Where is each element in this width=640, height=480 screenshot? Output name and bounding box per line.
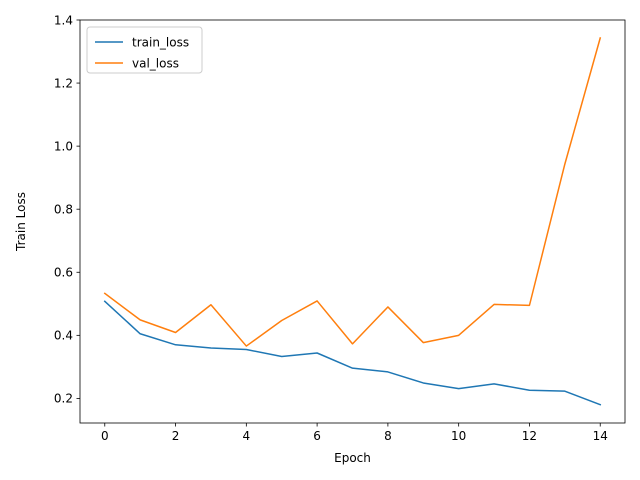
legend-label-val-loss: val_loss (132, 56, 179, 70)
x-tick-label: 8 (384, 429, 392, 443)
x-tick-label: 10 (451, 429, 466, 443)
legend: train_loss val_loss (86, 26, 203, 74)
x-tick-label: 0 (101, 429, 109, 443)
y-tick-label: 0.6 (54, 266, 73, 280)
x-tick-label: 4 (243, 429, 251, 443)
y-tick-label: 0.2 (54, 392, 73, 406)
y-tick-label: 0.4 (54, 329, 73, 343)
x-ticks: 0 2 4 6 8 10 12 14 (101, 423, 608, 443)
series-layer (103, 37, 602, 406)
series-line-val-loss (103, 37, 602, 347)
y-tick-label: 1.4 (54, 13, 73, 27)
x-tick-label: 12 (522, 429, 537, 443)
y-ticks: 0.2 0.4 0.6 0.8 1.0 1.2 1.4 (54, 13, 80, 406)
x-axis-label: Epoch (334, 451, 371, 465)
legend-box (86, 26, 203, 74)
y-tick-label: 1.2 (54, 76, 73, 90)
series-line-train-loss (103, 300, 602, 406)
x-tick-label: 6 (313, 429, 321, 443)
axes-frame (79, 19, 626, 424)
y-tick-label: 0.8 (54, 203, 73, 217)
y-axis-label: Train Loss (14, 192, 28, 252)
legend-label-train-loss: train_loss (132, 35, 189, 49)
x-tick-label: 2 (172, 429, 180, 443)
y-tick-label: 1.0 (54, 139, 73, 153)
x-tick-label: 14 (593, 429, 608, 443)
